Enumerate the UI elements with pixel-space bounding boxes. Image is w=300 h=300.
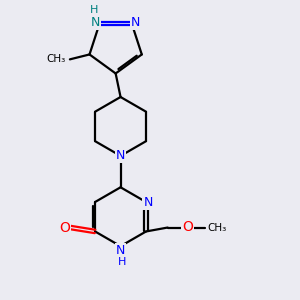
Text: N: N — [116, 149, 125, 162]
Text: CH₃: CH₃ — [207, 223, 226, 232]
Text: H: H — [118, 257, 127, 267]
Text: N: N — [131, 16, 140, 29]
Text: O: O — [182, 220, 193, 234]
Text: N: N — [116, 244, 125, 256]
Text: H: H — [89, 5, 98, 15]
Text: O: O — [59, 220, 70, 235]
Text: N: N — [143, 196, 153, 208]
Text: CH₃: CH₃ — [46, 54, 66, 64]
Text: N: N — [91, 16, 100, 29]
